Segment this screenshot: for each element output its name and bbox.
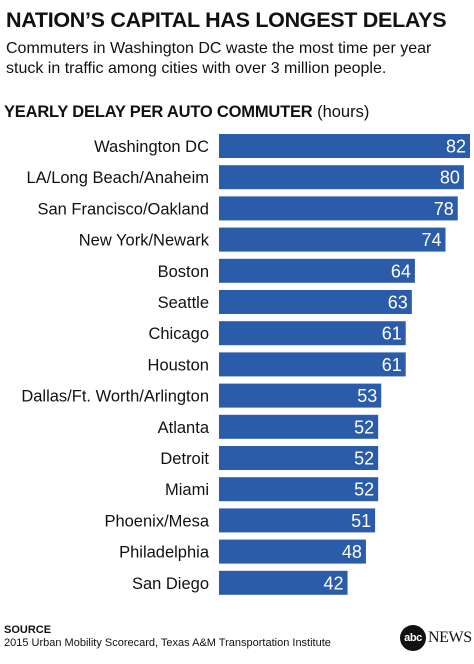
chart-heading-unit: (hours) <box>317 103 370 121</box>
bar <box>219 477 379 502</box>
subtitle-line-1: Commuters in Washington DC waste the mos… <box>6 40 432 57</box>
bar <box>219 383 382 408</box>
category-label: Atlanta <box>158 419 210 437</box>
category-label: Philadelphia <box>119 544 210 562</box>
source-text: 2015 Urban Mobility Scorecard, Texas A&M… <box>4 637 331 649</box>
bar <box>219 134 470 158</box>
value-label: 52 <box>354 480 374 500</box>
bar <box>219 414 379 439</box>
category-label: Phoenix/Mesa <box>104 512 209 530</box>
abc-logo-circle: abc <box>400 625 426 651</box>
value-label: 53 <box>357 386 377 406</box>
value-label: 82 <box>446 137 466 157</box>
value-label: 74 <box>421 230 441 250</box>
value-label: 52 <box>354 449 374 469</box>
value-label: 61 <box>382 355 402 375</box>
category-label: Seattle <box>158 294 209 312</box>
value-label: 78 <box>434 199 454 219</box>
category-label: LA/Long Beach/Anaheim <box>26 169 209 187</box>
category-label: San Francisco/Oakland <box>37 200 209 218</box>
category-label: Detroit <box>160 450 209 468</box>
bar <box>219 352 406 377</box>
bar <box>219 258 415 283</box>
bar <box>219 508 376 533</box>
value-label: 51 <box>351 511 371 531</box>
value-label: 48 <box>342 542 362 562</box>
value-label: 63 <box>388 293 408 313</box>
chart-heading-main: YEARLY DELAY PER AUTO COMMUTER <box>4 103 313 121</box>
category-label: Houston <box>148 356 209 374</box>
subtitle-line-2: stuck in traffic among cities with over … <box>6 60 387 77</box>
category-label: Boston <box>158 263 209 281</box>
bar <box>219 227 446 252</box>
category-label: Miami <box>165 481 209 499</box>
value-label: 80 <box>440 168 460 188</box>
bar <box>219 570 348 595</box>
bar-chart: Washington DC 82 LA/Long Beach/Anaheim 80 Sa… <box>21 134 470 595</box>
source-label: SOURCE <box>4 624 52 636</box>
value-label: 42 <box>324 573 344 593</box>
category-label: Dallas/Ft. Worth/Arlington <box>21 388 209 406</box>
category-label: New York/Newark <box>79 232 210 250</box>
chart-title: NATION’S CAPITAL HAS LONGEST DELAYS <box>6 8 447 32</box>
value-label: 52 <box>354 417 374 437</box>
category-label: Chicago <box>148 325 209 343</box>
value-label: 61 <box>382 324 402 344</box>
bar <box>219 290 412 314</box>
bar <box>219 321 406 346</box>
bar <box>219 539 366 564</box>
category-label: San Diego <box>132 575 209 593</box>
category-label: Washington DC <box>94 138 209 156</box>
value-label: 64 <box>391 261 411 281</box>
abc-news-logo: abc NEWS <box>400 624 474 652</box>
news-wordmark: NEWS <box>428 629 472 646</box>
bar <box>219 165 464 190</box>
bar <box>219 196 458 221</box>
bar <box>219 446 379 470</box>
chart-heading: YEARLY DELAY PER AUTO COMMUTER (hours) <box>4 103 369 122</box>
